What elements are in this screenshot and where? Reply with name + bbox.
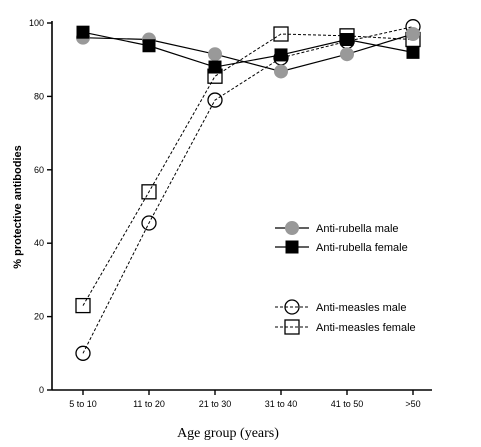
series-line-2: [82, 26, 414, 354]
data-point-filled-circle: [274, 64, 288, 79]
data-point-filled-circle: [208, 47, 222, 62]
legend-label: Anti-measles female: [316, 322, 416, 334]
y-tick-label: 100: [29, 18, 44, 28]
legend: Anti-rubella male Anti-rubella female Anti…: [275, 221, 416, 335]
series-line-3: [82, 33, 414, 306]
legend-label: Anti-rubella female: [316, 242, 408, 254]
data-point-open-square: [273, 26, 289, 42]
series-markers: [75, 19, 421, 361]
data-point-open-square: [284, 319, 300, 335]
data-point-filled-circle: [285, 221, 299, 235]
y-tick-label: 0: [39, 385, 44, 395]
x-tick-label: 11 to 20: [133, 399, 165, 409]
legend-entry: Anti-rubella male: [275, 221, 399, 235]
data-point-filled-square: [142, 39, 156, 53]
data-point-filled-square: [340, 33, 354, 47]
data-point-open-square: [75, 297, 91, 314]
x-tick-label: 41 to 50: [331, 399, 364, 409]
y-tick-label: 80: [34, 91, 44, 101]
x-tick-label: >50: [405, 399, 420, 409]
data-point-open-circle: [207, 92, 223, 108]
data-point-open-circle: [141, 215, 157, 231]
x-axis-label: Age group (years): [177, 426, 279, 441]
legend-label: Anti-rubella male: [316, 223, 399, 235]
data-point-open-circle: [75, 345, 91, 361]
y-tick-label: 20: [34, 312, 44, 322]
axes: 0 20 40 60 80 100 5 to 10 11 to 20 21 to 30 31 to…: [29, 18, 432, 409]
data-point-open-circle: [284, 299, 300, 315]
data-point-filled-circle: [406, 27, 420, 42]
x-tick-label: 31 to 40: [265, 399, 298, 409]
series-lines: [82, 26, 414, 354]
x-tick-label: 21 to 30: [199, 399, 232, 409]
y-tick-label: 40: [34, 238, 44, 248]
series-line-0: [82, 33, 414, 73]
y-axis-label: % protective antibodies: [12, 145, 24, 268]
legend-entry: Anti-measles male: [275, 299, 406, 315]
data-point-filled-circle: [340, 47, 354, 62]
data-point-filled-square: [406, 45, 420, 59]
legend-entry: Anti-measles female: [275, 319, 416, 335]
x-tick-label: 5 to 10: [69, 399, 97, 409]
data-point-filled-square: [274, 48, 288, 62]
data-point-filled-square: [285, 240, 299, 254]
legend-label: Anti-measles male: [316, 302, 406, 314]
data-point-filled-square: [208, 60, 222, 74]
data-point-filled-square: [76, 25, 90, 39]
series-line-1: [82, 31, 414, 68]
y-tick-label: 60: [34, 165, 44, 175]
legend-entry: Anti-rubella female: [275, 240, 408, 254]
data-point-open-square: [141, 184, 157, 200]
